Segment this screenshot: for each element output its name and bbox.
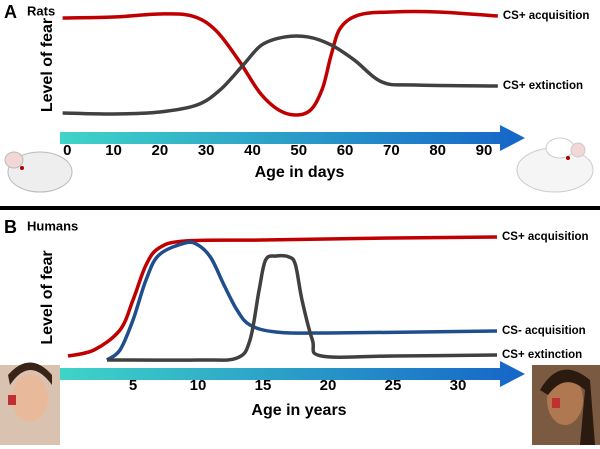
series-line <box>67 235 498 358</box>
child-photo <box>0 362 60 445</box>
x-tick-label: 50 <box>290 142 307 159</box>
x-tick-label: 30 <box>198 142 215 159</box>
x-tick-label: 40 <box>244 142 261 159</box>
x-tick-label: 5 <box>129 377 137 394</box>
series-label: CS+ acquisition <box>502 231 589 243</box>
panel-title: Rats <box>27 3 55 18</box>
x-tick-label: 80 <box>429 142 446 159</box>
x-tick-label: 10 <box>190 377 207 394</box>
panel-label: B <box>4 217 17 237</box>
y-axis-label: Level of fear <box>39 18 56 112</box>
age-arrow <box>60 361 525 387</box>
series-line <box>106 253 498 362</box>
x-tick-label: 20 <box>320 377 337 394</box>
x-tick-label: 60 <box>337 142 354 159</box>
x-tick-label: 10 <box>105 142 122 159</box>
series-line <box>62 34 498 116</box>
x-tick-label: 0 <box>63 142 71 159</box>
rat-image-adult <box>516 137 594 193</box>
series-label: CS+ extinction <box>503 80 583 92</box>
x-tick-label: 90 <box>476 142 493 159</box>
x-tick-label: 30 <box>450 377 467 394</box>
y-axis-label: Level of fear <box>39 250 56 344</box>
x-tick-label: 20 <box>152 142 169 159</box>
series-line <box>105 240 498 362</box>
series-label: CS+ extinction <box>502 349 582 361</box>
x-tick-label: 25 <box>385 377 402 394</box>
rat-image-young <box>4 151 73 193</box>
x-axis-label: Age in days <box>255 164 345 181</box>
adult-photo <box>532 365 600 445</box>
series-label: CS- acquisition <box>502 325 586 337</box>
x-axis-label: Age in years <box>251 402 346 419</box>
series-label: CS+ acquisition <box>503 10 590 22</box>
x-tick-label: 15 <box>255 377 272 394</box>
series-line <box>62 9 498 117</box>
x-tick-label: 70 <box>383 142 400 159</box>
panel-title: Humans <box>27 218 78 233</box>
panel-label: A <box>4 2 17 22</box>
age-arrow <box>60 125 525 151</box>
